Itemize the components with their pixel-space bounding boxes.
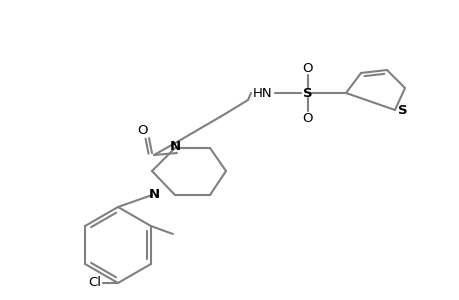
Text: Cl: Cl [88, 277, 101, 290]
Text: O: O [302, 112, 313, 124]
Text: S: S [397, 103, 407, 116]
Text: HN: HN [252, 86, 272, 100]
Text: O: O [137, 124, 148, 136]
Text: N: N [148, 188, 159, 202]
Text: S: S [302, 86, 312, 100]
Text: N: N [169, 140, 180, 152]
Text: O: O [302, 61, 313, 74]
